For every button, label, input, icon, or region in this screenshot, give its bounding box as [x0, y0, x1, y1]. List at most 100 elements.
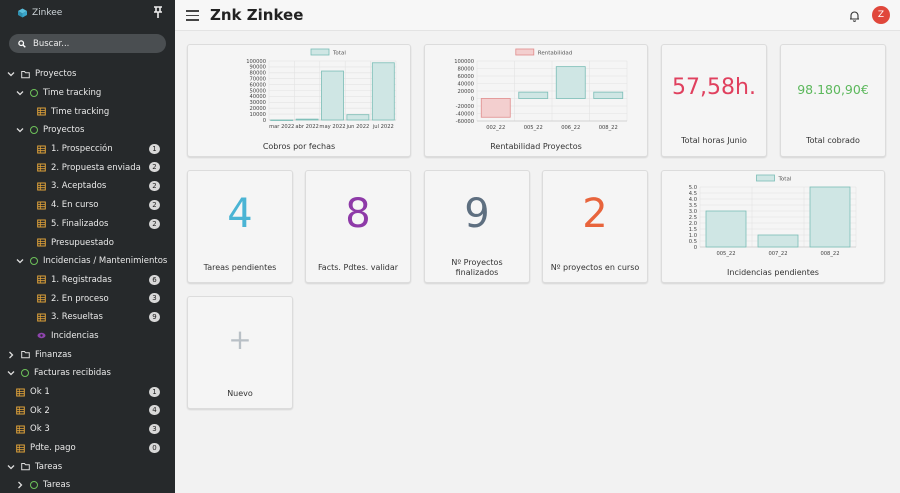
widget-cobros[interactable]: Total 100000 90000 80000 70000 60000 50000 4000…: [187, 44, 411, 157]
sidebar-item-label: 1. Prospección: [51, 144, 113, 155]
y-tick-label: 20000: [249, 106, 266, 112]
chevron-right-icon[interactable]: [16, 481, 24, 489]
widget-caption: Rentabilidad Proyectos: [490, 142, 582, 151]
status-ring-icon: [30, 257, 38, 266]
sidebar-item[interactable]: Time tracking: [0, 102, 175, 121]
sidebar-nav: Proyectos Time tracking Time tracking Proye…: [0, 65, 175, 493]
sidebar-item[interactable]: 2. Propuesta enviada 2: [0, 158, 175, 177]
chart-bar: [809, 186, 851, 248]
widget-facts[interactable]: 8 Facts. Pdtes. validar: [305, 170, 411, 283]
sidebar-item[interactable]: 3. Resueltas 9: [0, 308, 175, 327]
y-tick-label: -20000: [456, 104, 474, 110]
sidebar-item-label: Tareas: [43, 480, 71, 491]
sidebar-item-label: Time tracking: [43, 88, 102, 99]
top-bar: Znk Zinkee Z: [175, 0, 900, 31]
bell-icon[interactable]: [849, 10, 860, 22]
sidebar-item[interactable]: 1. Prospección 1: [0, 140, 175, 159]
chevron-down-icon[interactable]: [7, 70, 15, 78]
menu-icon[interactable]: [186, 10, 199, 21]
sidebar: Zinkee Buscar... Proyectos Time tracking T…: [0, 0, 175, 493]
chevron-down-icon[interactable]: [16, 257, 24, 265]
y-tick-label: 100000: [246, 59, 266, 65]
brand-name: Zinkee: [32, 8, 63, 18]
sidebar-item[interactable]: Time tracking: [0, 84, 175, 103]
widget-incidencias[interactable]: Total 5.0 4.5 4.0 3.5 3.0 2.5 2.0 1.5 1.0 0.5 0 005_…: [661, 170, 885, 283]
x-tick-label: 008_22: [599, 125, 618, 131]
table-icon: [37, 182, 46, 191]
chevron-down-icon[interactable]: [7, 369, 15, 377]
widget-tareas[interactable]: 4 Tareas pendientes: [187, 170, 293, 283]
plus-icon: +: [228, 323, 252, 356]
widget-rentabilidad[interactable]: Rentabilidad 100000 80000 60000 40000 20000 0 -…: [424, 44, 648, 157]
sidebar-item[interactable]: Ok 1 1: [0, 383, 175, 402]
sidebar-item-label: Incidencias: [51, 330, 99, 341]
sidebar-item[interactable]: Proyectos: [0, 65, 175, 84]
sidebar-item[interactable]: Tareas: [0, 476, 175, 493]
sidebar-item-label: Ok 3: [30, 424, 50, 435]
search-bar[interactable]: Buscar...: [9, 34, 166, 53]
legend-label: Total: [332, 51, 346, 57]
x-tick-label: 008_22: [820, 251, 839, 257]
sidebar-item-label: Ok 2: [30, 405, 50, 416]
chevron-down-icon[interactable]: [7, 463, 15, 471]
sidebar-item[interactable]: 1. Registradas 6: [0, 271, 175, 290]
widget-caption: Incidencias pendientes: [727, 268, 819, 277]
widget-horas[interactable]: 57,58h. Total horas Junio: [661, 44, 767, 157]
widget-finalizados[interactable]: 9 Nº Proyectos finalizados: [424, 170, 530, 283]
y-tick-label: -40000: [456, 111, 474, 117]
sidebar-item-label: Proyectos: [35, 69, 77, 80]
sidebar-item[interactable]: Incidencias / Mantenimientos: [0, 252, 175, 271]
x-tick-label: abr 2022: [295, 124, 318, 130]
status-ring-icon: [21, 369, 29, 378]
widget-caption: Cobros por fechas: [262, 142, 336, 151]
chart-bar: [371, 62, 395, 121]
chart-bar: [705, 210, 747, 248]
sidebar-item[interactable]: Presupuestado: [0, 233, 175, 252]
chart-bar: [555, 66, 586, 99]
y-tick-label: 30000: [249, 100, 266, 106]
widget-encurso[interactable]: 2 Nº proyectos en curso: [542, 170, 648, 283]
y-tick-label: -60000: [456, 119, 474, 125]
sidebar-item-label: Finanzas: [35, 349, 72, 360]
sidebar-item[interactable]: 3. Aceptados 2: [0, 177, 175, 196]
y-tick-label: 2.5: [689, 215, 697, 221]
count-badge: 2: [149, 162, 160, 173]
sidebar-item[interactable]: Pdte. pago 0: [0, 439, 175, 458]
sidebar-item[interactable]: 5. Finalizados 2: [0, 215, 175, 234]
sidebar-item-label: 4. En curso: [51, 200, 99, 211]
sidebar-item[interactable]: Finanzas: [0, 345, 175, 364]
x-tick-label: 005_22: [716, 251, 735, 257]
sidebar-item[interactable]: Tareas: [0, 457, 175, 476]
legend-swatch: [756, 174, 775, 182]
pin-icon[interactable]: [151, 5, 165, 19]
sidebar-item-label: Facturas recibidas: [34, 368, 111, 379]
sidebar-item[interactable]: Facturas recibidas: [0, 364, 175, 383]
sidebar-item-label: 2. En proceso: [51, 293, 109, 304]
brand[interactable]: Zinkee: [17, 8, 62, 18]
y-tick-label: 70000: [249, 77, 266, 83]
chart-bar: [346, 114, 370, 121]
chevron-right-icon[interactable]: [7, 351, 15, 359]
sidebar-item-label: Time tracking: [51, 106, 110, 117]
sidebar-item[interactable]: Ok 2 4: [0, 401, 175, 420]
table-icon: [37, 313, 46, 322]
sidebar-item[interactable]: 4. En curso 2: [0, 196, 175, 215]
x-tick-label: 007_22: [768, 251, 787, 257]
avatar[interactable]: Z: [872, 6, 890, 24]
logo-icon: [18, 8, 27, 18]
sidebar-item[interactable]: Proyectos: [0, 121, 175, 140]
widget-nuevo[interactable]: + Nuevo: [187, 296, 293, 409]
legend-swatch: [310, 48, 330, 56]
search-input[interactable]: Buscar...: [33, 38, 70, 49]
chevron-down-icon[interactable]: [16, 89, 24, 97]
sidebar-item[interactable]: 2. En proceso 3: [0, 289, 175, 308]
table-icon: [37, 238, 46, 247]
widget-cobrado[interactable]: 98.180,90€ Total cobrado: [780, 44, 886, 157]
chart-bar: [593, 91, 624, 99]
chevron-down-icon[interactable]: [16, 126, 24, 134]
sidebar-item[interactable]: Ok 3 3: [0, 420, 175, 439]
y-tick-label: 0: [263, 118, 266, 124]
table-icon: [16, 406, 25, 415]
x-tick-label: 005_22: [524, 125, 543, 131]
sidebar-item[interactable]: Incidencias: [0, 327, 175, 346]
